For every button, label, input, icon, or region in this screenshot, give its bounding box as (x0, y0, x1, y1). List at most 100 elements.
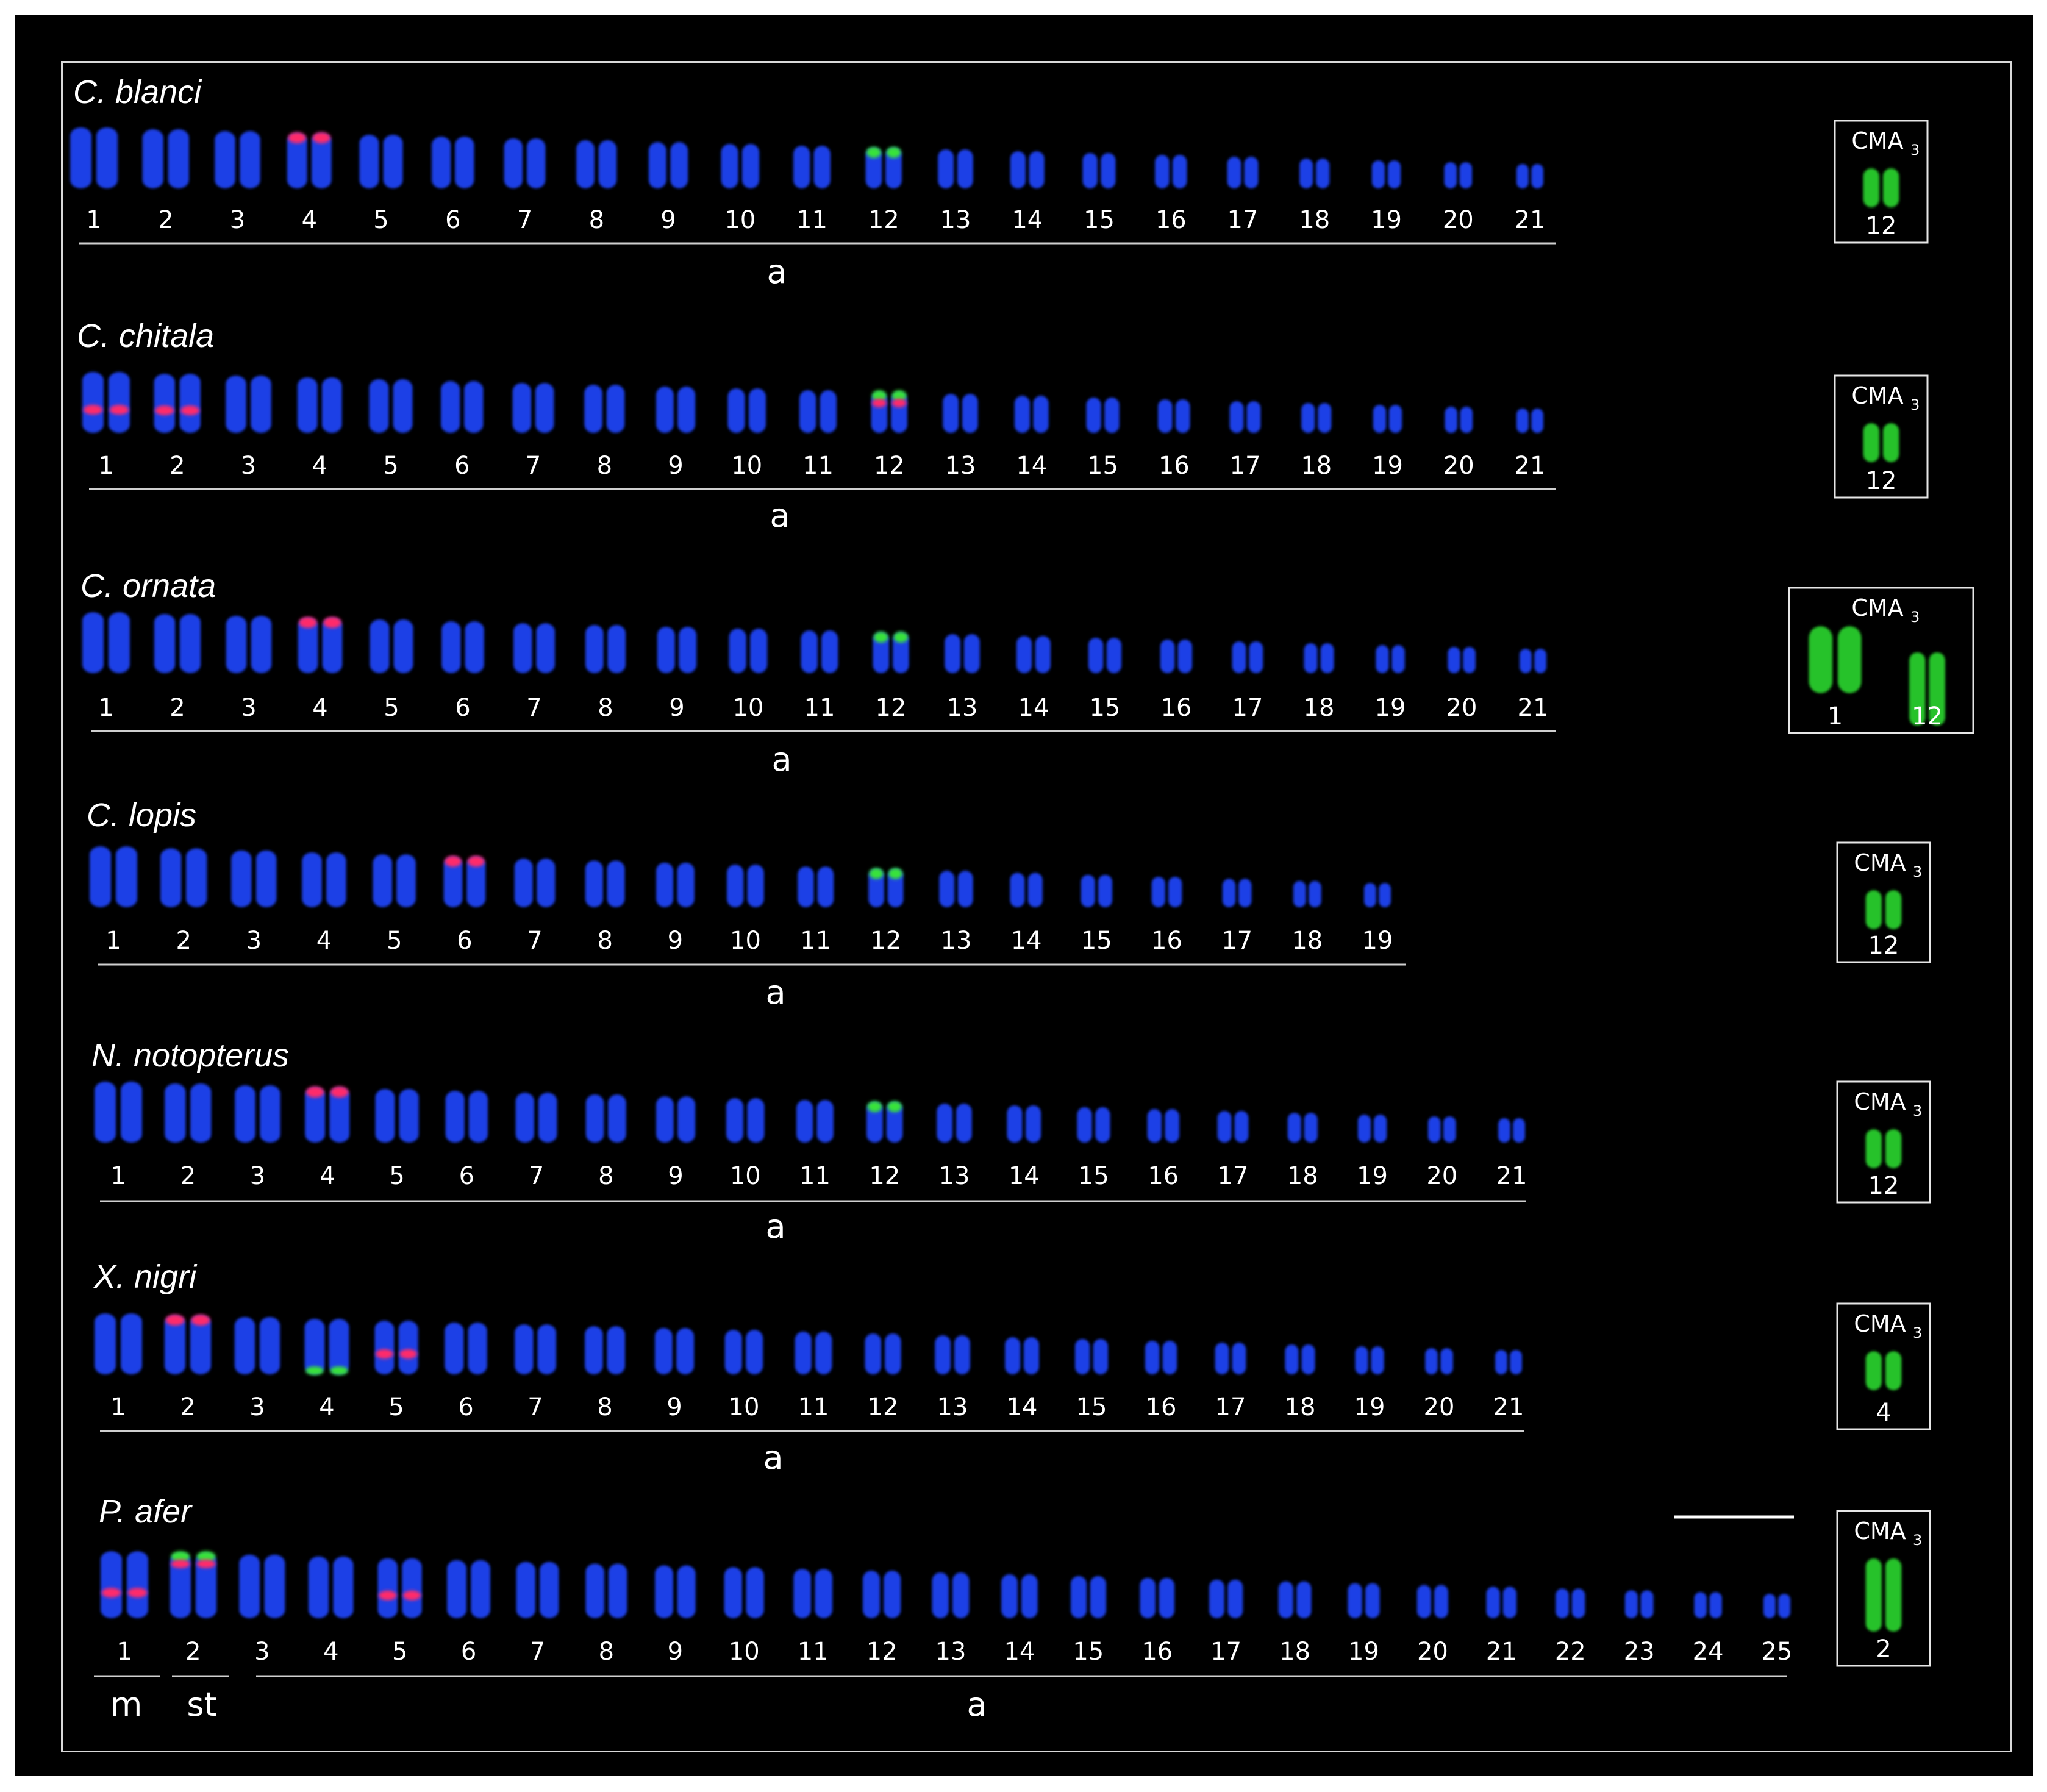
cma3-number: 12 (1866, 212, 1897, 240)
chromatid (1640, 1590, 1654, 1618)
chromatid (799, 390, 816, 433)
group-label: a (765, 1207, 785, 1246)
chromosome-pair (1364, 883, 1391, 907)
chromosome-number: 1 (110, 1393, 126, 1421)
chromatid (957, 149, 973, 188)
chromatid (956, 1104, 972, 1143)
chromosome-pair (724, 1330, 763, 1374)
chromosome-number: 16 (1141, 1638, 1173, 1666)
chromosome-pair (90, 846, 137, 907)
chromatid (1021, 1574, 1038, 1618)
chromatid (1104, 398, 1120, 433)
chromatid (886, 1102, 903, 1143)
chromosome-pair (373, 854, 416, 907)
chromosome-number: 5 (383, 452, 398, 480)
chromatid (816, 1100, 834, 1143)
chromosome-pair (584, 385, 625, 433)
chromosome-number: 5 (389, 1162, 404, 1190)
chromosome-pair (1082, 153, 1116, 188)
chromatid (329, 1087, 350, 1143)
cma3-subscript: 3 (1910, 141, 1920, 159)
cma3-number: 12 (1868, 932, 1899, 960)
chromatid (526, 138, 546, 188)
rdna-signal (888, 868, 903, 879)
chromosome-pair (308, 1556, 354, 1619)
chromatid (608, 1094, 626, 1143)
chromosome-number: 19 (1348, 1638, 1379, 1666)
chromosome-number: 9 (668, 1638, 683, 1666)
chromatid (513, 623, 532, 673)
chromosome-pair (443, 855, 486, 907)
chromatid (608, 1563, 627, 1618)
chromatid (598, 140, 617, 188)
chromosome-pair (170, 1551, 217, 1618)
chromatid (441, 381, 460, 433)
chromatid (585, 625, 604, 673)
chromosome-number: 11 (800, 927, 831, 955)
cma3-chromosome (1865, 890, 1902, 929)
chromosome-number: 21 (1493, 1393, 1524, 1421)
chromatid (1095, 1107, 1110, 1143)
chromosome-pair (648, 142, 688, 188)
chromatid (585, 1094, 604, 1143)
chromosome-number: 21 (1496, 1162, 1527, 1190)
group-label: a (770, 496, 790, 535)
chromosome-number: 5 (387, 927, 402, 955)
chromosome-number: 14 (1018, 694, 1049, 722)
chromatid (514, 859, 533, 907)
chromosome-pair (154, 614, 201, 673)
chromosome-number: 20 (1417, 1638, 1448, 1666)
chromosome-pair (516, 1562, 559, 1618)
chromatid (468, 1091, 488, 1143)
chromosome-pair (70, 127, 118, 188)
rdna-signal (403, 1590, 421, 1601)
chromatid (1074, 1339, 1090, 1374)
chromatid (226, 616, 247, 673)
chromatid (726, 1098, 744, 1143)
chromatid (1244, 157, 1259, 188)
chromatid (393, 379, 413, 433)
chromatid (607, 1326, 625, 1374)
chromosome-number: 17 (1210, 1638, 1241, 1666)
chromatid (677, 1096, 696, 1143)
rdna-signal (867, 1101, 882, 1112)
chromatid (607, 860, 625, 907)
chromosome-number: 8 (597, 452, 612, 480)
chromatid (1033, 396, 1049, 433)
chromatid (1035, 636, 1051, 673)
chromatid (817, 866, 834, 907)
rdna-signal (399, 1349, 417, 1359)
rdna-signal (180, 405, 200, 416)
cma3-chromatid (1929, 652, 1945, 726)
cma3-chromatid (1909, 652, 1926, 726)
chromosome-number: 20 (1426, 1162, 1457, 1190)
cma3-subscript: 3 (1913, 1324, 1922, 1341)
chromosome-number: 6 (459, 1162, 474, 1190)
chromatid (937, 1104, 953, 1143)
chromosome-pair (1301, 403, 1332, 433)
chromatid (1502, 1587, 1517, 1618)
chromatid (1140, 1577, 1156, 1619)
chromatid (1026, 1105, 1041, 1143)
chromosome-pair (585, 1094, 626, 1143)
chromosome-pair (1427, 1116, 1456, 1143)
chromosome-pair (1081, 874, 1113, 907)
chromosome-pair (1070, 1576, 1106, 1618)
chromosome-number: 2 (158, 206, 173, 234)
cma3-frame (1834, 120, 1929, 244)
chromosome-pair (1077, 1107, 1110, 1143)
chromosome-number: 12 (876, 694, 907, 722)
chromatid (305, 1087, 326, 1143)
chromatid (195, 1552, 217, 1618)
chromatid (1495, 1350, 1507, 1374)
chromosome-number: 4 (316, 927, 332, 955)
chromatid (866, 1102, 883, 1143)
chromosome-number: 23 (1624, 1638, 1655, 1666)
chromosome-pair (656, 1096, 696, 1143)
chromatid (126, 1551, 148, 1618)
cma3-number: 2 (1876, 1635, 1891, 1663)
rdna-signal (873, 632, 888, 643)
chromatid (656, 862, 674, 907)
